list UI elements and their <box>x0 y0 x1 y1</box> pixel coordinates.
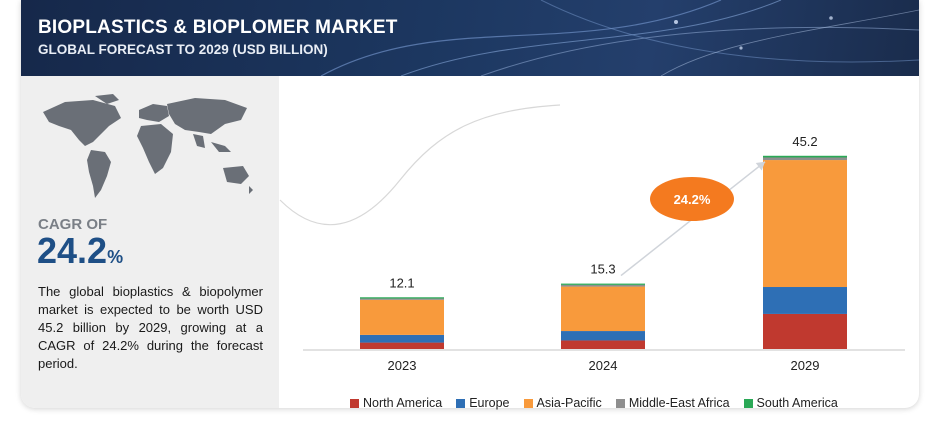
x-tick-label: 2029 <box>791 358 820 373</box>
legend-item: Asia-Pacific <box>523 396 602 410</box>
legend-swatch <box>743 398 753 408</box>
bar-europe-2023 <box>360 334 444 343</box>
legend-label: Asia-Pacific <box>536 396 602 410</box>
bar-middle-east-africa-2029 <box>763 157 847 161</box>
header-banner: BIOPLASTICS & BIOPLOMER MARKET GLOBAL FO… <box>21 0 919 76</box>
total-value-label: 15.3 <box>590 262 615 277</box>
cagr-unit: % <box>107 247 124 267</box>
legend-swatch <box>350 398 359 408</box>
bar-asia-pacific-2029 <box>763 160 847 288</box>
legend-swatch <box>615 398 625 408</box>
legend-item: North America <box>350 396 442 410</box>
bar-europe-2024 <box>561 331 645 341</box>
cagr-bubble-label: 24.2% <box>674 192 711 207</box>
legend-swatch <box>456 398 466 408</box>
x-tick-label: 2024 <box>589 358 618 373</box>
legend-label: Middle-East Africa <box>628 396 730 410</box>
legend-label: Europe <box>469 396 510 410</box>
cagr-bubble <box>650 177 734 221</box>
total-value-label: 12.1 <box>389 275 414 290</box>
legend-item: Middle-East Africa <box>615 396 730 410</box>
bar-south-america-2023 <box>360 297 444 299</box>
bar-south-america-2029 <box>763 155 847 158</box>
legend-item: South America <box>743 396 838 410</box>
cagr-number: 24.2 <box>37 230 108 271</box>
cagr-label: CAGR OF <box>38 216 108 233</box>
bar-europe-2029 <box>763 287 847 314</box>
bar-north-america-2029 <box>763 313 847 349</box>
market-description: The global bioplastics & biopolymer mark… <box>38 284 263 371</box>
x-tick-label: 2023 <box>388 358 417 373</box>
growth-arrow-head <box>755 161 765 171</box>
world-map-image <box>43 94 253 198</box>
chart-legend: North America Europe Asia-Pacific Middle-Ea… <box>350 396 838 410</box>
chart-title: BIOPLASTICS & BIOPLOMER MARKET <box>38 17 398 38</box>
legend-label: North America <box>363 396 443 410</box>
bar-middle-east-africa-2024 <box>561 284 645 287</box>
bar-asia-pacific-2023 <box>360 299 444 335</box>
header-decoration <box>320 0 919 76</box>
bar-middle-east-africa-2023 <box>360 298 444 300</box>
chart-subtitle: GLOBAL FORECAST TO 2029 (USD BILLION) <box>38 42 328 57</box>
legend-label: South America <box>756 396 838 410</box>
total-value-label: 45.2 <box>792 134 817 149</box>
bar-north-america-2024 <box>561 340 645 349</box>
cagr-value: 24.2% <box>37 230 123 272</box>
bar-south-america-2024 <box>561 283 645 285</box>
bar-asia-pacific-2024 <box>561 286 645 332</box>
legend-item: Europe <box>456 396 510 410</box>
legend-swatch <box>523 398 533 408</box>
bar-north-america-2023 <box>360 342 444 349</box>
summary-panel: CAGR OF 24.2% The global bioplastics & b… <box>21 76 279 408</box>
decorative-curve <box>279 104 561 226</box>
